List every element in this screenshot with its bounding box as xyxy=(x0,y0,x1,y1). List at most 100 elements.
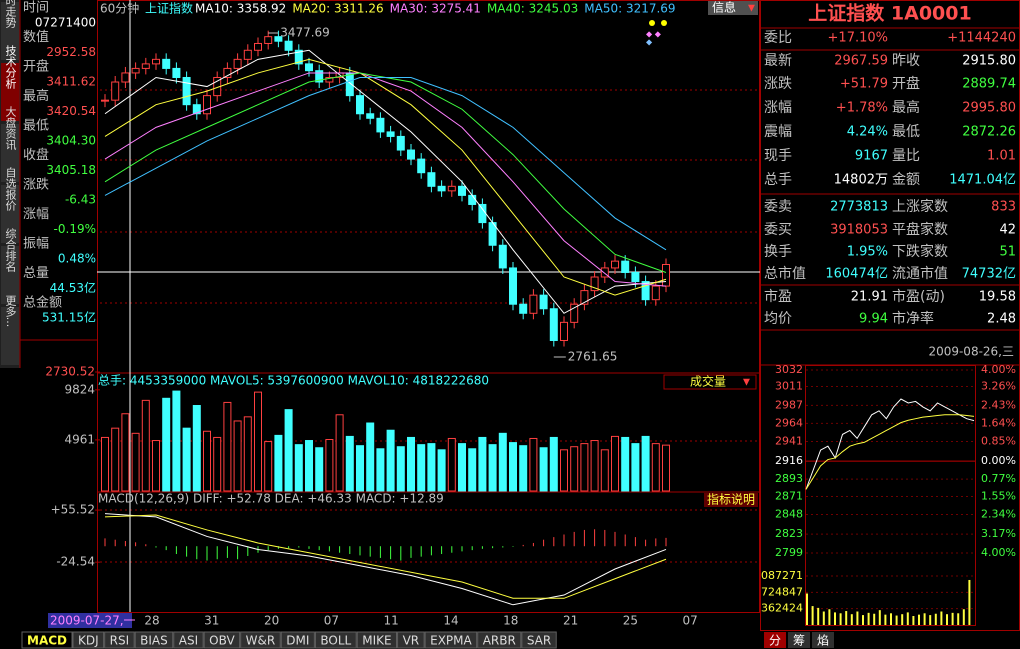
volume-button-label[interactable]: 成交量 xyxy=(690,374,726,389)
candle xyxy=(560,321,568,341)
volume-button[interactable] xyxy=(663,374,757,390)
quote-value: 2995.80 xyxy=(962,101,1016,116)
left-tab-label[interactable]: 自选报价 xyxy=(4,167,17,211)
volume-bar xyxy=(560,449,568,492)
indicator-tab-label[interactable]: BIAS xyxy=(140,634,168,648)
candle xyxy=(264,36,273,44)
quote-value: 1471.04亿 xyxy=(949,173,1016,188)
indicator-tab[interactable] xyxy=(314,631,357,649)
indicator-tab[interactable] xyxy=(134,631,174,649)
info-button[interactable] xyxy=(708,1,758,15)
quote-value: 9.94 xyxy=(859,312,888,327)
left-tab-label[interactable]: 综合排名 xyxy=(4,227,17,272)
macd-line xyxy=(104,513,667,606)
indicator-help[interactable] xyxy=(704,493,758,507)
indicator-tab[interactable] xyxy=(240,631,281,649)
icon xyxy=(649,20,655,26)
volume-bar xyxy=(274,434,283,492)
indicator-tab-label[interactable]: VR xyxy=(403,634,420,648)
right-tab-label[interactable]: 筹 xyxy=(793,634,805,648)
indicator-tab[interactable] xyxy=(477,631,522,649)
quote-value: 833 xyxy=(991,200,1016,215)
left-tab-label[interactable]: 更多... xyxy=(4,295,17,328)
index-name: 上证指数 xyxy=(145,1,193,16)
left-tab[interactable] xyxy=(1,63,19,121)
quote-label: 现手 xyxy=(764,148,792,164)
indicator-tab[interactable] xyxy=(173,631,204,649)
volume-bar xyxy=(315,447,324,492)
left-tab[interactable] xyxy=(1,246,19,304)
indicator-tab[interactable] xyxy=(521,631,557,649)
right-tab-label[interactable]: 分 xyxy=(769,634,781,648)
indicator-tab[interactable] xyxy=(280,631,315,649)
x-date-label: 11 xyxy=(384,614,399,628)
info-label: 总量 xyxy=(23,266,49,281)
indicator-tab[interactable] xyxy=(356,631,398,649)
candle xyxy=(600,267,609,278)
right-tab[interactable] xyxy=(788,632,810,648)
volume-bar xyxy=(325,439,334,492)
indicator-tab-label[interactable]: KDJ xyxy=(78,634,99,648)
vol-tick-label: 087271 xyxy=(761,569,803,582)
info-label: 涨跌 xyxy=(23,177,49,193)
indicator-tab[interactable] xyxy=(203,631,241,649)
left-tab[interactable] xyxy=(1,2,19,60)
left-tab[interactable] xyxy=(1,124,19,182)
ma-line xyxy=(104,72,667,287)
indicator-tab-label[interactable]: SAR xyxy=(527,634,551,648)
indicator-tab-label[interactable]: MIKE xyxy=(362,634,391,648)
candle xyxy=(254,42,262,51)
info-button-label[interactable]: 信息 xyxy=(712,0,736,15)
indicator-tab-label[interactable]: W&R xyxy=(246,634,276,648)
indicator-tab-label[interactable]: DMI xyxy=(286,634,309,648)
quote-value: 3918053 xyxy=(830,223,888,238)
info-label: 时间 xyxy=(23,1,49,16)
volume-bar xyxy=(223,401,232,492)
volume-bar xyxy=(233,420,242,492)
quote-label: 涨跌 xyxy=(764,76,792,92)
left-tab[interactable] xyxy=(1,307,19,365)
quote-value: 1.01 xyxy=(987,149,1016,164)
candle xyxy=(427,172,436,187)
right-tab[interactable] xyxy=(764,632,786,648)
left-tab-label[interactable]: 分时走势 xyxy=(4,0,17,28)
right-tab-label[interactable]: 焰 xyxy=(817,633,829,648)
left-tab-label[interactable]: 大盘资讯 xyxy=(4,105,17,151)
indicator-tab-label[interactable]: MACD xyxy=(27,634,67,648)
candle xyxy=(305,63,313,72)
dropdown-arrow: ▼ xyxy=(743,378,750,388)
left-tab[interactable] xyxy=(1,185,19,243)
volume-bar xyxy=(519,445,528,492)
indicator-tab-label[interactable]: RSI xyxy=(110,634,130,648)
candle xyxy=(498,244,507,269)
indicator-tab[interactable] xyxy=(104,631,135,649)
indicator-tab[interactable] xyxy=(397,631,425,649)
indicator-tab-label[interactable]: OBV xyxy=(209,634,235,648)
candle xyxy=(458,185,466,196)
ma-value: MA40: 3245.03 xyxy=(487,2,578,16)
indicator-tab[interactable] xyxy=(424,631,478,649)
quote-label: 最新 xyxy=(764,53,792,69)
vol-tick-label: 724847 xyxy=(761,585,803,598)
volume-bar xyxy=(437,449,446,492)
right-tab[interactable] xyxy=(812,632,834,648)
quote-label: 震幅 xyxy=(764,124,792,140)
volume-bar xyxy=(111,427,120,492)
quote-value: 74732亿 xyxy=(962,267,1016,282)
indicator-tab-label[interactable]: ASI xyxy=(179,634,198,648)
volume-bar xyxy=(468,448,477,492)
volume-bar xyxy=(611,435,619,492)
volume-bar xyxy=(396,446,405,492)
volume-bar xyxy=(131,432,140,492)
indicator-tab[interactable] xyxy=(21,631,73,649)
ma-line xyxy=(104,58,667,296)
left-tab-label[interactable]: 技术分析 xyxy=(4,45,17,90)
indicator-tab-label[interactable]: ARBR xyxy=(483,634,516,648)
indicator-help-label[interactable]: 指标说明 xyxy=(707,492,755,507)
volume-bar xyxy=(651,443,660,492)
volume-bar xyxy=(152,440,160,492)
indicator-tab[interactable] xyxy=(72,631,105,649)
indicator-tab-label[interactable]: EXPMA xyxy=(430,634,472,648)
indicator-tab-label[interactable]: BOLL xyxy=(320,634,351,648)
